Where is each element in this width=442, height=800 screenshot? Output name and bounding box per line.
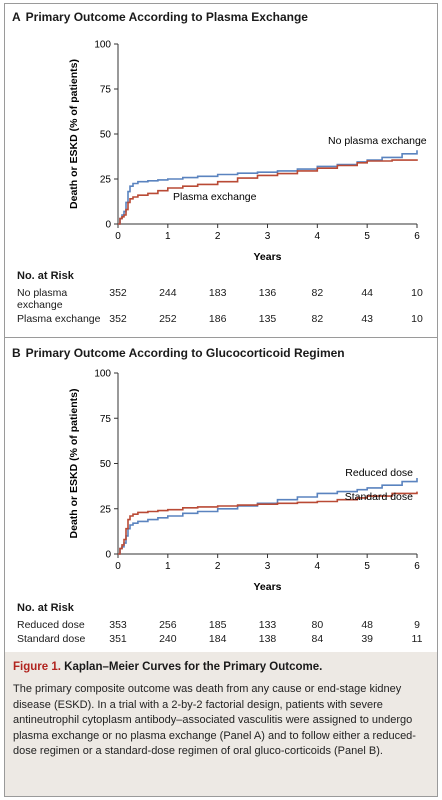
risk-cell: 352: [109, 313, 127, 325]
risk-cell: 133: [258, 619, 277, 631]
panel-title-text: Primary Outcome According to Plasma Exch…: [25, 10, 308, 24]
y-tick-label: 25: [100, 504, 112, 515]
panel-a: A Primary Outcome According to Plasma Exc…: [5, 4, 437, 338]
x-tick-label: 3: [265, 231, 271, 242]
y-tick-label: 0: [105, 220, 111, 231]
panel-letter: B: [12, 346, 21, 360]
risk-row-label: Reduced dose: [17, 619, 85, 631]
caption-title-text: Kaplan–Meier Curves for the Primary Outc…: [64, 661, 323, 673]
caption-label: Figure 1.: [13, 661, 61, 673]
risk-cell: 11: [411, 633, 423, 645]
risk-cell: 82: [311, 287, 324, 299]
risk-cell: 244: [159, 287, 177, 299]
y-tick-label: 50: [100, 459, 112, 470]
y-axis-label: Death or ESKD (% of patients): [68, 59, 80, 209]
x-tick-label: 1: [165, 561, 171, 572]
risk-cell: 10: [411, 313, 423, 325]
risk-row-label: No plasma exchange: [17, 287, 68, 311]
risk-cell: 353: [109, 619, 127, 631]
risk-cell: 184: [208, 633, 227, 645]
panel-b: B Primary Outcome According to Glucocorti…: [5, 340, 437, 650]
x-tick-label: 1: [165, 231, 171, 242]
risk-cell: 82: [311, 313, 324, 325]
panel-letter: A: [12, 10, 21, 24]
risk-cell: 183: [208, 287, 227, 299]
x-tick-label: 4: [315, 561, 321, 572]
risk-cell: 80: [311, 619, 324, 631]
x-axis-label: Years: [253, 581, 281, 593]
series-line-reduced-dose: [118, 478, 418, 555]
series-label: Reduced dose: [345, 467, 413, 479]
risk-cell: 48: [361, 619, 373, 631]
x-tick-label: 6: [414, 231, 420, 242]
x-tick-label: 2: [215, 561, 221, 572]
risk-cell: 186: [208, 313, 227, 325]
risk-cell: 10: [411, 287, 423, 299]
panel-title-text: Primary Outcome According to Glucocortic…: [25, 346, 345, 360]
series-line-plasma-exchange: [118, 159, 418, 225]
y-tick-label: 75: [100, 414, 112, 425]
risk-cell: 135: [258, 313, 277, 325]
risk-cell: 185: [208, 619, 227, 631]
risk-cell: 9: [414, 619, 420, 631]
km-chart-glucocorticoid: 0 25 50 75 100 0 1 2 3 4 5 6 Years Death or ESKD (% o…: [68, 369, 420, 594]
x-tick-label: 5: [364, 231, 370, 242]
risk-cell: 138: [258, 633, 277, 645]
figure-caption: Figure 1. Kaplan–Meier Curves for the Pr…: [5, 652, 437, 796]
risk-row-label: Plasma exchange: [17, 313, 101, 325]
x-tick-label: 2: [215, 231, 221, 242]
risk-cell: 136: [258, 287, 277, 299]
risk-table-header: No. at Risk: [17, 602, 74, 614]
km-chart-plasma-exchange: 0 25 50 75 100 0 1 2 3 4 5 6 Years Death or ESKD (% o…: [68, 40, 427, 264]
y-tick-label: 100: [94, 40, 111, 51]
risk-cell: 44: [361, 287, 373, 299]
x-tick-label: 5: [364, 561, 370, 572]
caption-body: The primary composite outcome was death …: [13, 683, 416, 757]
panel-title: A Primary Outcome According to Plasma Exc…: [12, 10, 308, 24]
risk-cell: 352: [109, 287, 127, 299]
series-label: Standard dose: [345, 491, 413, 503]
risk-cell: 252: [159, 313, 177, 325]
y-tick-label: 0: [105, 550, 111, 561]
series-label: No plasma exchange: [328, 135, 427, 147]
risk-cell: 84: [311, 633, 324, 645]
x-tick-label: 0: [115, 231, 121, 242]
y-tick-label: 100: [94, 369, 111, 380]
figure: A Primary Outcome According to Plasma Exc…: [4, 3, 438, 797]
caption-title: Figure 1. Kaplan–Meier Curves for the Pr…: [13, 661, 322, 673]
x-tick-label: 6: [414, 561, 420, 572]
y-tick-label: 75: [100, 85, 112, 96]
y-tick-label: 25: [100, 175, 112, 186]
y-axis-label: Death or ESKD (% of patients): [68, 389, 80, 539]
risk-cell: 256: [159, 619, 177, 631]
series-line-standard-dose: [118, 491, 418, 555]
risk-cell: 43: [361, 313, 373, 325]
y-tick-label: 50: [100, 130, 112, 141]
risk-cell: 240: [159, 633, 177, 645]
x-tick-label: 4: [315, 231, 321, 242]
risk-cell: 351: [109, 633, 127, 645]
series-label: Plasma exchange: [173, 191, 257, 203]
panel-title: B Primary Outcome According to Glucocorti…: [12, 346, 345, 360]
risk-cell: 39: [361, 633, 373, 645]
x-tick-label: 3: [265, 561, 271, 572]
risk-table-header: No. at Risk: [17, 270, 74, 282]
x-tick-label: 0: [115, 561, 121, 572]
risk-row-label: Standard dose: [17, 633, 86, 645]
x-axis-label: Years: [253, 251, 281, 263]
